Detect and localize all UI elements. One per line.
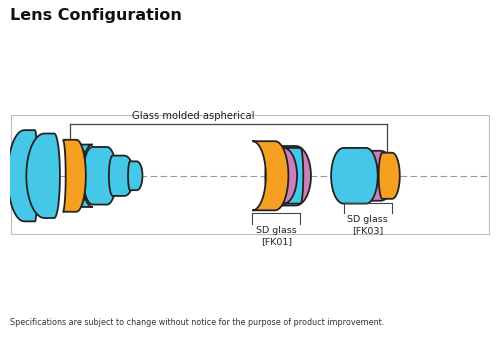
Text: Lens Configuration: Lens Configuration: [10, 8, 182, 23]
Text: SD glass
[FK03]: SD glass [FK03]: [348, 215, 388, 235]
Polygon shape: [8, 130, 38, 221]
Polygon shape: [109, 155, 134, 196]
Polygon shape: [63, 140, 86, 212]
Polygon shape: [77, 145, 92, 207]
Polygon shape: [284, 148, 304, 203]
Polygon shape: [378, 153, 400, 199]
Text: Specifications are subject to change without notice for the purpose of product i: Specifications are subject to change wit…: [10, 318, 384, 327]
Text: SD glass
[FK01]: SD glass [FK01]: [256, 226, 297, 246]
Polygon shape: [83, 147, 116, 204]
Polygon shape: [26, 134, 60, 218]
Polygon shape: [350, 151, 394, 201]
Polygon shape: [252, 141, 288, 210]
Polygon shape: [331, 148, 378, 203]
Text: Glass molded aspherical: Glass molded aspherical: [132, 111, 255, 121]
Polygon shape: [128, 161, 142, 190]
Polygon shape: [266, 146, 311, 206]
